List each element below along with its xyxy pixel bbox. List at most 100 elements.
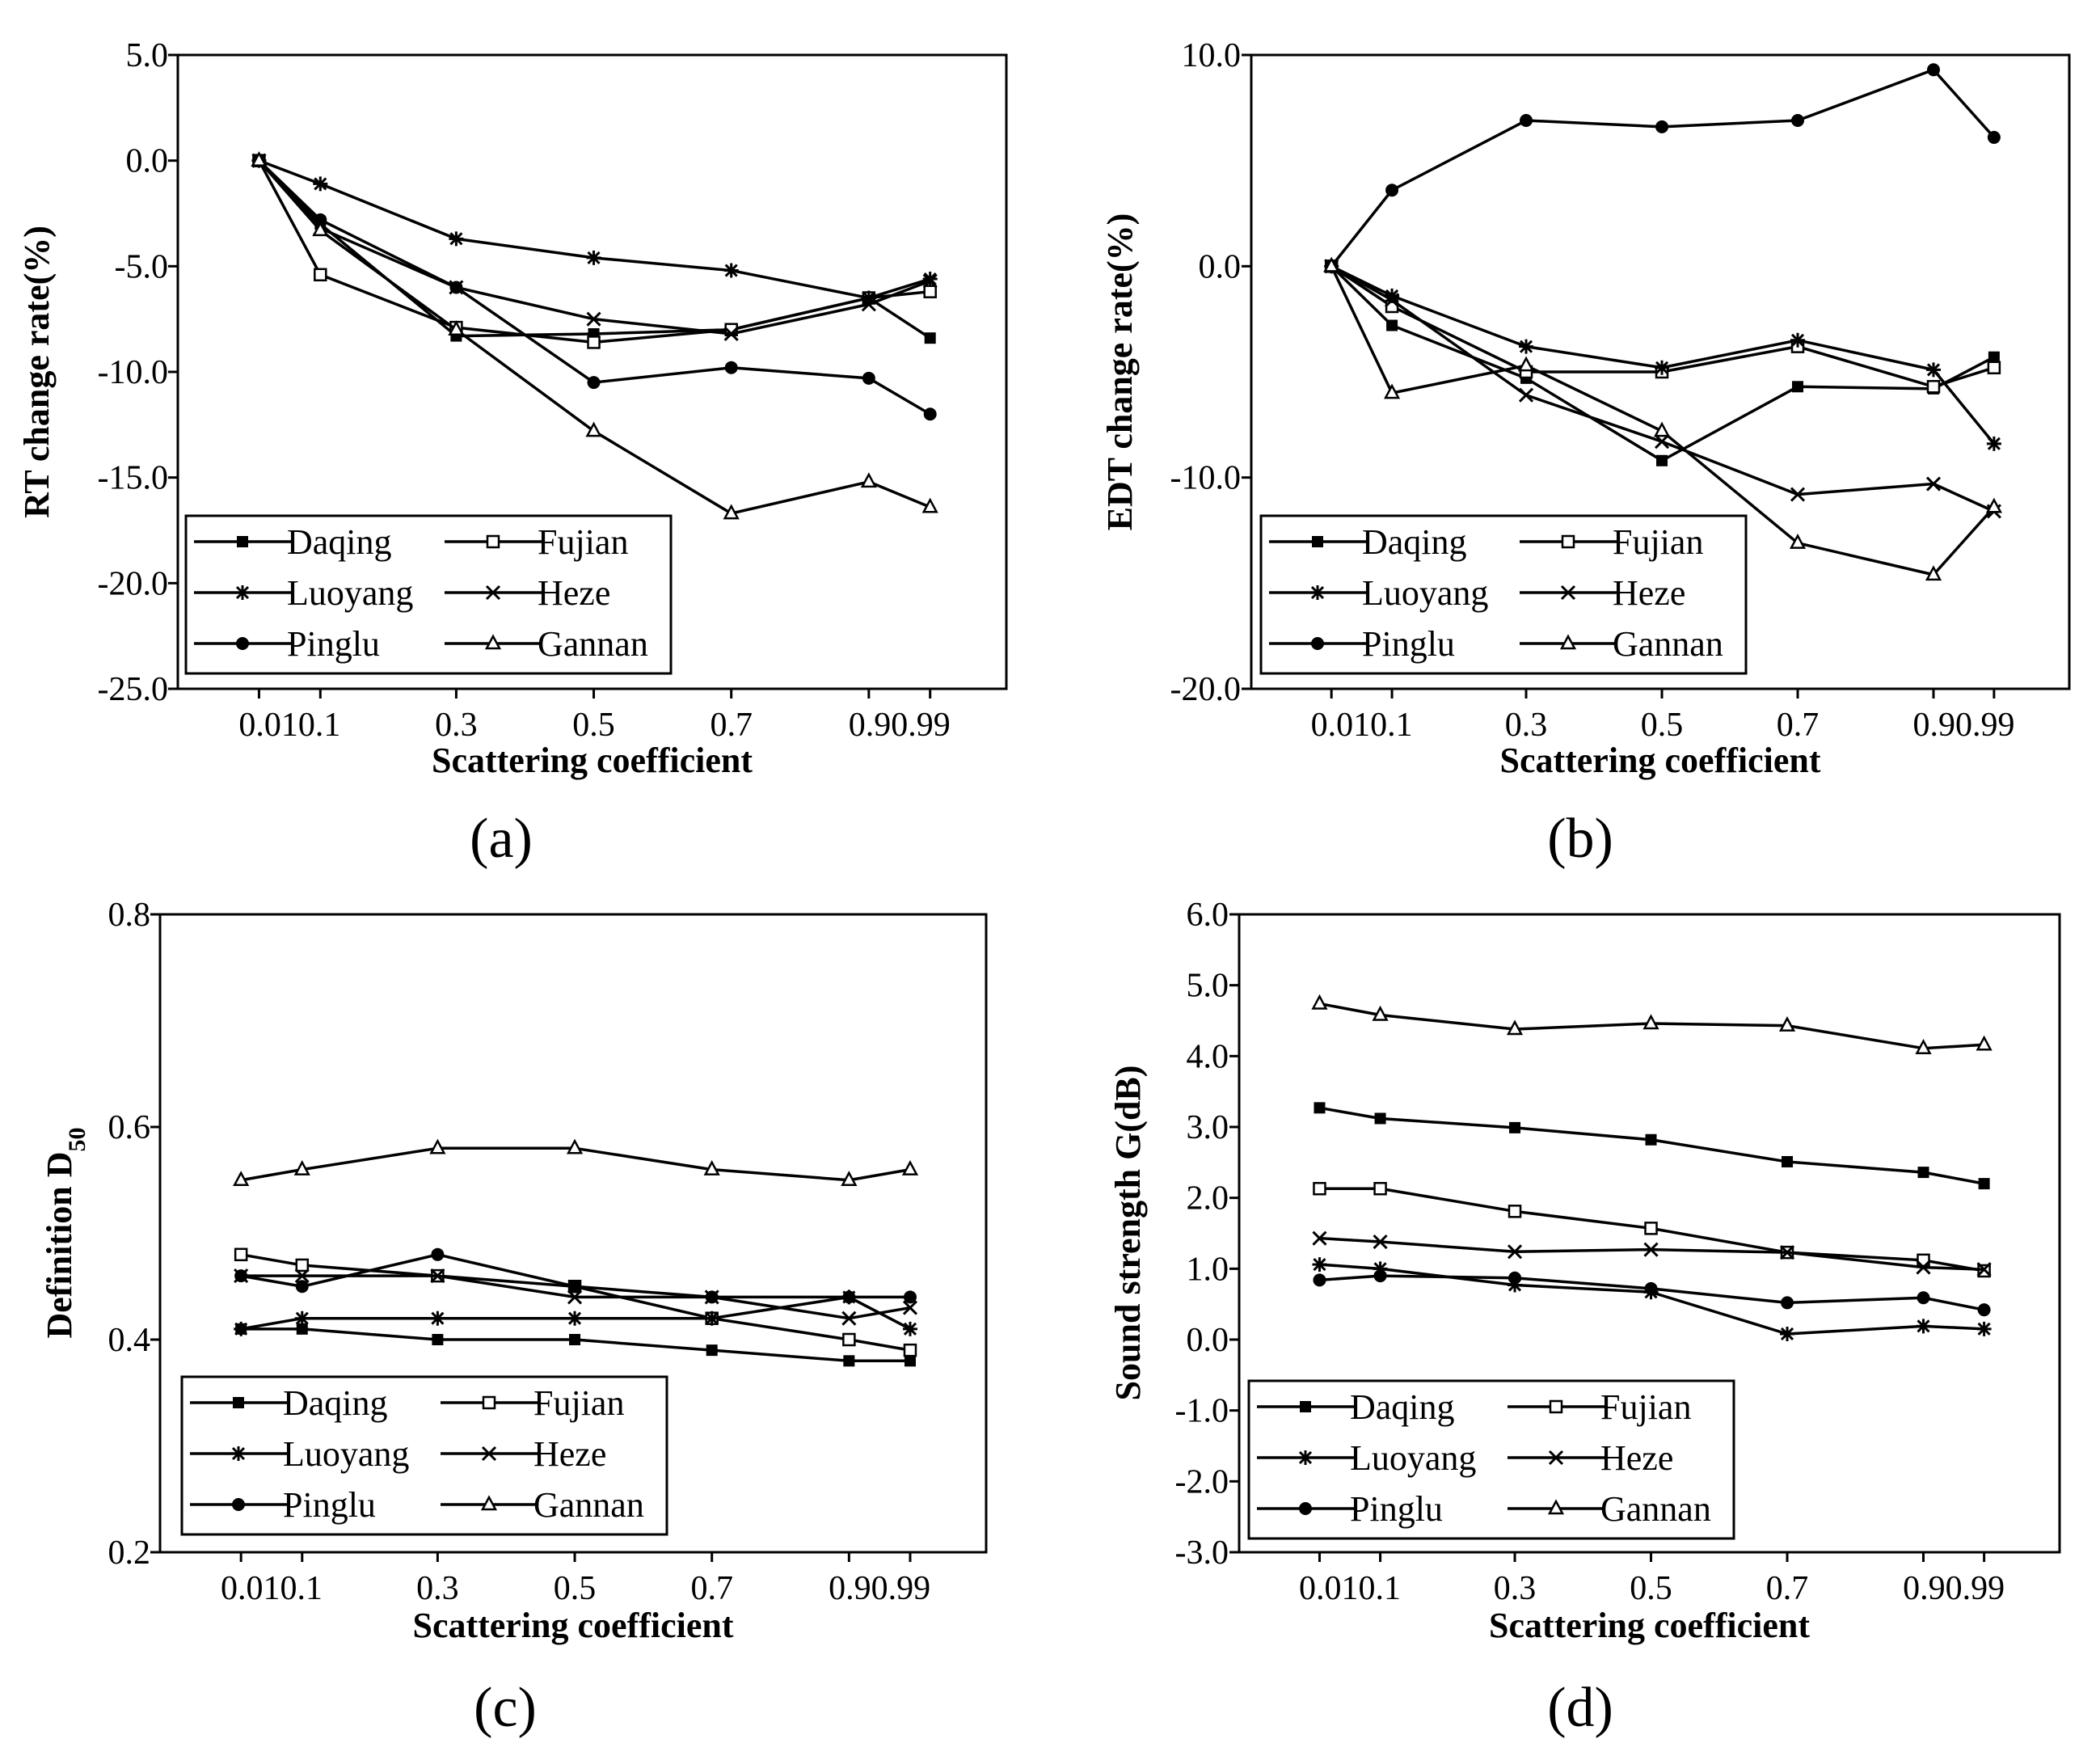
data-point: [234, 1247, 248, 1262]
legend-label: Daqing: [283, 1383, 388, 1423]
data-point: [432, 1334, 444, 1345]
y-tick-label: -10.0: [1170, 460, 1242, 497]
data-point: [448, 320, 465, 336]
y-axis-label-subscript: 50: [64, 1128, 91, 1152]
data-point: [234, 1269, 248, 1283]
legend-marker: [481, 1446, 497, 1462]
data-point: [1985, 497, 2002, 513]
legend-marker: [486, 534, 500, 549]
x-tick-label: 0.7: [1766, 1570, 1809, 1607]
data-point: [1925, 476, 1942, 492]
data-point: [1926, 380, 1941, 394]
x-tick-label: 0.010.1: [221, 1570, 323, 1607]
legend-label: Heze: [1600, 1438, 1673, 1478]
legend: Daqing Fujian Luoyang Heze Pinglu Gannan: [184, 514, 673, 675]
legend-marker: [1312, 536, 1323, 547]
y-tick-label: 5.0: [126, 37, 169, 74]
y-tick-label: -5.0: [115, 248, 169, 285]
data-point: [314, 268, 327, 282]
data-point: [862, 371, 875, 385]
y-axis-label-text: RT change rate(%): [17, 226, 57, 518]
plot-frame: [158, 913, 988, 1554]
y-tick-label: 0.0: [1187, 1322, 1229, 1359]
data-point: [585, 421, 602, 437]
data-point: [313, 176, 328, 192]
data-point: [312, 221, 329, 237]
chart-panel-a: 5.0 0.0 -5.0 -10.0 -15.0 -20.0 -25.0 0.010.1 0.3…: [17, 37, 1008, 870]
panel-label: (c): [474, 1677, 537, 1739]
data-point: [1644, 1222, 1658, 1235]
data-point: [1790, 487, 1806, 502]
data-point: [1779, 1245, 1795, 1260]
data-point: [842, 1332, 856, 1347]
data-point: [1383, 383, 1401, 399]
data-point: [296, 1323, 308, 1335]
data-point: [1778, 1015, 1796, 1032]
legend-marker: [237, 536, 248, 547]
legend-marker: [1561, 534, 1575, 549]
data-point: [1789, 534, 1807, 549]
legend-marker: [1560, 585, 1576, 601]
series-line: [1330, 264, 1996, 445]
data-point: [860, 472, 877, 488]
data-point: [921, 497, 938, 513]
y-axis-label-text: Sound strength G(dB): [1108, 1066, 1148, 1401]
data-point: [430, 1268, 445, 1284]
data-point: [1654, 434, 1670, 449]
series-line: [1319, 1106, 1984, 1185]
data-point: [1925, 565, 1942, 581]
series-gannan: [1323, 256, 2002, 581]
data-point: [1374, 1112, 1386, 1125]
data-point: [1373, 1261, 1388, 1277]
data-point: [1313, 1182, 1326, 1196]
y-axis-label: RT change rate(%): [17, 226, 57, 518]
data-point: [1986, 436, 2001, 451]
legend-marker: [1547, 1499, 1565, 1515]
data-point: [1506, 1019, 1524, 1036]
data-point: [1916, 1319, 1931, 1334]
series-gannan: [233, 1138, 919, 1186]
data-point: [704, 1311, 719, 1326]
legend-marker: [485, 585, 501, 601]
data-point: [1926, 362, 1942, 378]
y-tick-label: 0.6: [108, 1109, 151, 1146]
data-point: [923, 407, 937, 421]
legend-marker: [482, 1395, 496, 1410]
legend-label: Heze: [538, 573, 610, 613]
y-tick-label: -10.0: [98, 354, 169, 391]
legend-label: Daqing: [1350, 1387, 1455, 1427]
series-line: [1330, 68, 1996, 268]
x-tick-label: 0.010.1: [1311, 707, 1413, 744]
data-point: [843, 1355, 855, 1367]
legend-label: Pinglu: [1350, 1489, 1443, 1529]
legend-marker: [480, 1495, 498, 1511]
legend-label: Gannan: [1613, 624, 1723, 664]
y-axis-label-text: Definition D: [40, 1152, 79, 1339]
x-tick-label: 0.5: [1630, 1570, 1672, 1607]
series-pinglu: [234, 1247, 917, 1304]
x-tick-label: 0.7: [710, 707, 753, 744]
y-tick-label: 4.0: [1187, 1038, 1229, 1075]
legend: Daqing Fujian Luoyang Heze Pinglu Gannan: [1247, 1379, 1735, 1540]
chart-panel-d: 6.0 5.0 4.0 3.0 2.0 1.0 0.0 -1.0 -2.0 -3.0 0.010.1…: [1108, 897, 2061, 1739]
data-point: [234, 1321, 249, 1336]
data-point: [293, 1159, 310, 1175]
plot-frame: [1250, 53, 2071, 690]
series-gannan: [251, 151, 938, 520]
data-point: [1976, 1262, 1992, 1277]
legend-label: Heze: [533, 1434, 606, 1474]
panel-label: (b): [1547, 808, 1613, 870]
chart-panel-b: 10.0 0.0 -10.0 -20.0 0.010.1 0.3 0.5 0.7 0.90.99…: [1100, 37, 2071, 870]
data-point: [1643, 1242, 1659, 1257]
legend-marker: [1559, 634, 1577, 650]
legend-marker: [231, 1446, 246, 1461]
legend-marker: [1548, 1450, 1564, 1466]
x-tick-label: 0.010.1: [238, 707, 340, 744]
x-tick-label: 0.90.99: [1903, 1570, 2005, 1607]
y-axis-label: EDT change rate(%): [1100, 213, 1140, 531]
data-point: [1780, 1326, 1795, 1341]
y-tick-label: -15.0: [98, 460, 169, 497]
data-point: [567, 1311, 583, 1326]
data-point: [431, 1247, 445, 1261]
